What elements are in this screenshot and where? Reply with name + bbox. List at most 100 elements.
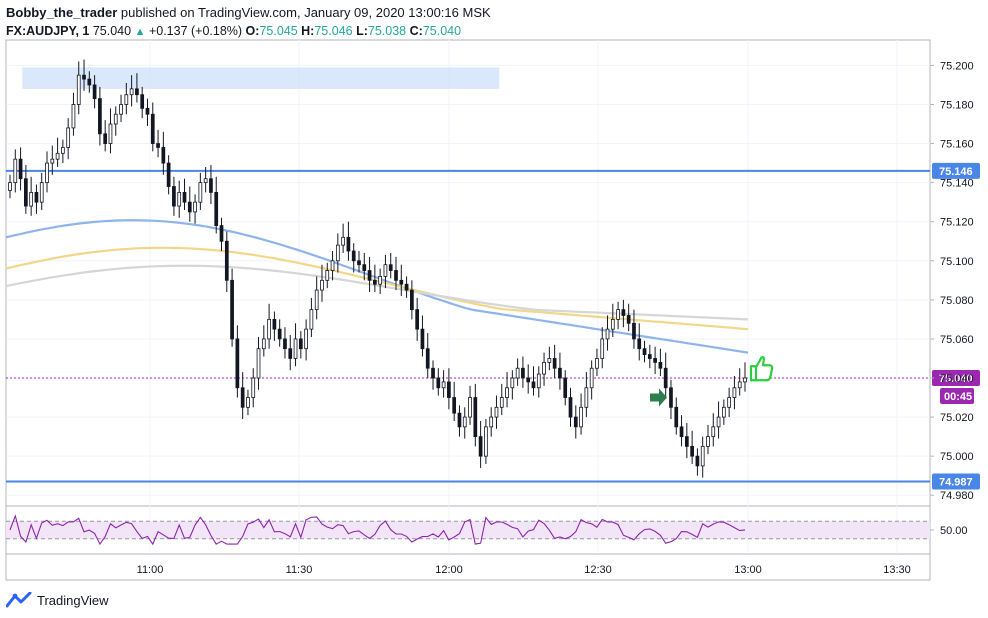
price-tick-label: 75.080 [940,295,974,307]
candle-body [542,361,546,375]
candle-body [98,98,102,135]
candle-body [521,367,525,379]
high-label: H: [301,24,315,38]
time-tick-label: 13:00 [734,564,762,576]
candle-body [684,436,689,447]
candle-body [584,387,589,408]
candle-body [272,318,277,330]
countdown-label: 00:45 [944,391,972,403]
triangle-up-icon: ▲ [134,26,146,38]
candle-body [24,178,28,207]
candle-body [679,426,684,438]
price-tick-label: 74.980 [940,490,974,502]
candle-body [647,354,652,359]
candle-body [695,455,700,467]
price-tick-label: 75.120 [940,217,974,229]
annotations[interactable] [650,356,774,407]
moving-averages [5,219,749,354]
candle-body [103,133,108,144]
candle-body [76,74,81,105]
legend-line: FX:AUDJPY, 1 75.040 ▲ +0.137 (+0.18%) O:… [6,22,966,40]
open-label: O: [245,24,260,38]
candle-body [447,381,451,398]
candle-body [526,377,531,383]
candle-body [198,182,203,203]
candle-body [700,445,705,467]
candle-body [716,416,721,428]
candle-body [8,182,12,191]
candle-body [505,387,509,398]
author-name[interactable]: Bobby_the_trader [6,5,118,20]
candle-body [595,358,599,369]
candle-body [330,260,335,271]
candle-body [531,381,536,389]
candle-body [325,270,330,281]
candle-body [499,397,504,408]
candle-body [351,250,356,262]
candle-body [66,127,71,148]
candle-body [626,315,631,324]
candle-body [34,191,39,203]
candle-body [653,358,657,363]
moving-average-line [5,264,749,321]
chart-header: Bobby_the_trader published on TradingVie… [6,4,966,40]
candle-body [309,309,314,330]
current-price-label: 75.040 [939,373,973,385]
low-value: 75.038 [367,24,407,38]
supply-zone [22,67,500,89]
candle-body [277,328,282,340]
candle-body [425,348,430,369]
candle-body [367,270,372,281]
time-tick-label: 13:30 [883,564,911,576]
candle-body [468,397,472,418]
candle-body [552,358,557,369]
candle-body [145,107,150,115]
candle-body [473,397,478,438]
candle-body [293,338,298,359]
candle-body [378,276,382,285]
candle-body [600,338,605,359]
candle-body [92,84,97,100]
rsi-pane[interactable] [6,514,930,546]
price-tick-label: 75.160 [940,139,974,151]
candle-body [711,426,716,438]
candle-body [214,191,219,227]
candle-body [669,387,673,408]
candle-body [721,406,726,418]
candle-body [108,123,113,144]
candle-body [39,182,44,203]
candle-body [605,328,610,340]
tradingview-logo-icon [6,592,32,608]
candle-body [415,309,420,330]
candle-body [494,406,499,418]
horizontal-levels[interactable]: 75.146 74.987 75.040 00:45 [6,162,980,490]
candles[interactable] [8,59,747,478]
axes[interactable]: 75.200 75.180 75.160 75.140 75.120 75.100 75.0… [137,60,974,576]
countdown-badge [940,388,974,405]
low-label: L: [356,24,368,38]
candle-body [706,436,710,447]
candle-body [441,381,446,389]
candle-body [50,158,55,164]
close-value: 75.040 [422,24,462,38]
tradingview-logo[interactable]: TradingView [6,590,109,610]
candle-body [230,279,234,340]
candle-body [261,338,266,350]
rsi-line [9,514,746,546]
candle-body [420,328,425,350]
candle-body [71,104,76,129]
candle-body [135,88,139,96]
candle-body [246,397,250,408]
candle-body [283,338,287,350]
candle-body [298,338,303,350]
candle-body [452,397,457,414]
candle-body [436,377,441,389]
candle-body [515,367,520,379]
candle-body [166,162,171,187]
candle-body [547,358,552,363]
symbol-label[interactable]: FX:AUDJPY, 1 [6,24,90,38]
candle-body [663,367,668,389]
candle-body [156,143,160,148]
current-price-badge [932,370,980,387]
